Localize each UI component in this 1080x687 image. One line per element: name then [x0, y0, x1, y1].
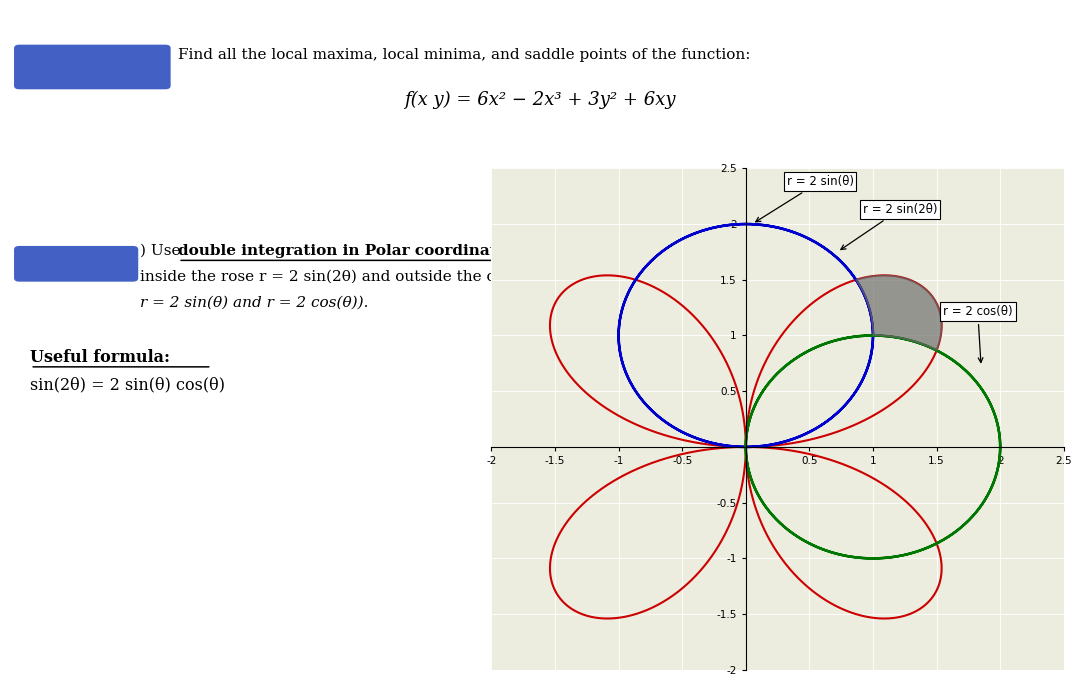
Text: r = 2 sin(2θ): r = 2 sin(2θ) [841, 203, 937, 249]
FancyBboxPatch shape [14, 246, 138, 282]
Text: r = 2 sin(θ): r = 2 sin(θ) [756, 175, 853, 222]
Text: to find the shaded area (the area: to find the shaded area (the area [659, 244, 918, 258]
Text: f(x y) = 6x² − 2x³ + 3y² + 6xy: f(x y) = 6x² − 2x³ + 3y² + 6xy [404, 91, 676, 109]
Text: double integration in Polar coordinates: double integration in Polar coordinates [178, 244, 515, 258]
Text: Find all the local maxima, local minima, and saddle points of the function:: Find all the local maxima, local minima,… [178, 48, 751, 62]
Text: Useful formula:: Useful formula: [30, 349, 171, 365]
Text: r = 2 sin(θ) and r = 2 cos(θ)).: r = 2 sin(θ) and r = 2 cos(θ)). [140, 295, 369, 309]
Text: r = 2 cos(θ): r = 2 cos(θ) [943, 306, 1013, 363]
Text: ) Use: ) Use [140, 244, 186, 258]
FancyBboxPatch shape [14, 45, 171, 89]
Text: inside the rose r = 2 sin(2θ) and outside the circles: inside the rose r = 2 sin(2θ) and outsid… [140, 270, 538, 284]
Polygon shape [856, 275, 942, 350]
Text: sin(2θ) = 2 sin(θ) cos(θ): sin(2θ) = 2 sin(θ) cos(θ) [30, 376, 226, 393]
